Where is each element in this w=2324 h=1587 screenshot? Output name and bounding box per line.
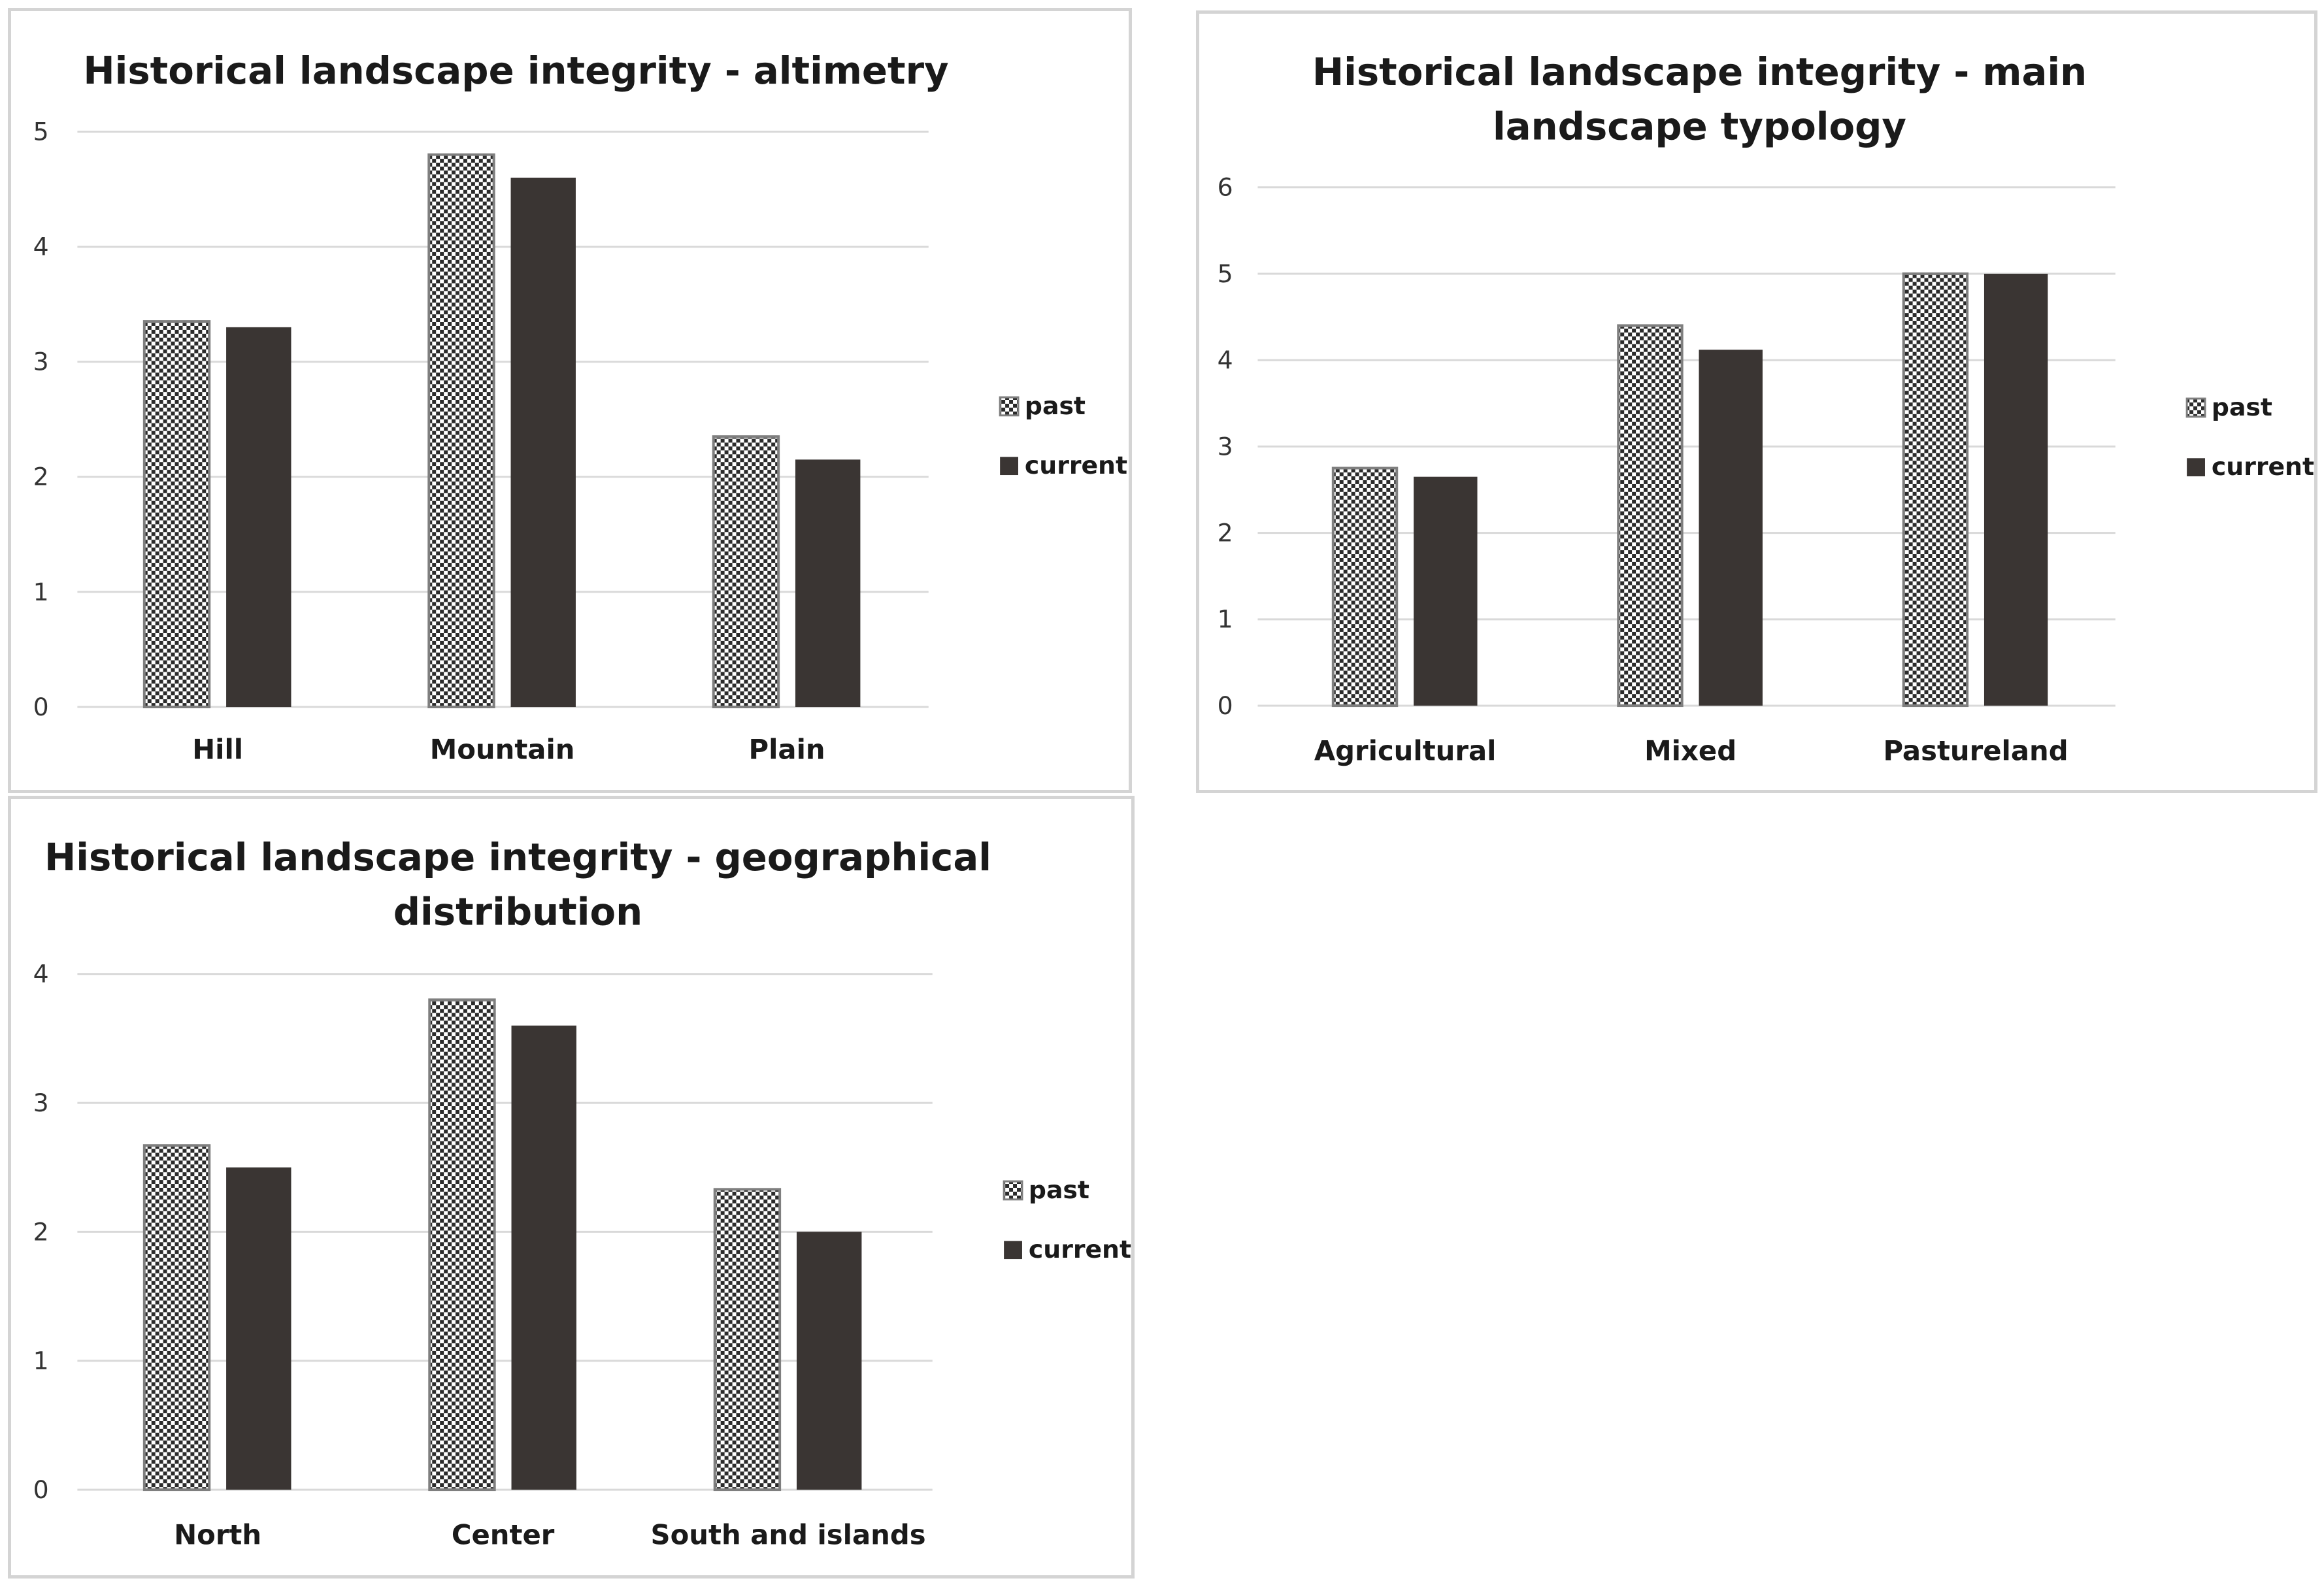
chart-landscape-typology: Historical landscape integrity - main lan…: [1218, 50, 2314, 766]
bar-past-south-and-islands: [713, 1188, 782, 1492]
x-tick-label: Center: [452, 1518, 555, 1550]
legend-swatch-current: [2187, 458, 2205, 477]
bar-past-hill: [142, 320, 211, 709]
bar-past-mountain: [427, 153, 495, 709]
bar-past-plain: [712, 435, 780, 709]
y-tick-label: 0: [33, 1475, 49, 1504]
x-tick-label: Mixed: [1644, 734, 1736, 766]
y-tick-label: 0: [33, 693, 49, 721]
legend-label-past: past: [2212, 393, 2272, 421]
legend-label-current: current: [1025, 451, 1127, 480]
bar-past-center: [428, 998, 496, 1492]
bar-past-north: [142, 1144, 211, 1492]
x-tick-label: South and islands: [651, 1518, 926, 1550]
y-tick-label: 2: [33, 1217, 49, 1246]
y-tick-label: 1: [33, 578, 49, 606]
y-tick-label: 2: [1218, 519, 1233, 548]
chart-title-line: distribution: [393, 890, 642, 934]
legend-label-past: past: [1029, 1175, 1089, 1204]
y-tick-label: 2: [33, 463, 49, 491]
bar-current-mountain: [510, 177, 576, 708]
bar-current-center: [511, 1025, 576, 1490]
x-tick-label: Agricultural: [1314, 734, 1497, 766]
legend-label-current: current: [1029, 1235, 1131, 1264]
bar-current-agricultural: [1414, 476, 1478, 706]
bar-past-pastureland: [1902, 272, 1969, 708]
bar-current-south-and-islands: [796, 1232, 862, 1490]
y-tick-label: 1: [1218, 605, 1233, 634]
y-tick-label: 5: [33, 117, 49, 146]
bar-current-north: [226, 1167, 291, 1490]
y-tick-label: 3: [1218, 432, 1233, 461]
x-tick-label: Hill: [192, 733, 243, 765]
y-tick-label: 4: [33, 960, 49, 989]
y-tick-label: 3: [33, 348, 49, 376]
legend-swatch-past: [1003, 1180, 1023, 1201]
x-tick-label: Mountain: [430, 733, 575, 765]
chart-panel-landscape-typology: Historical landscape integrity - main lan…: [1196, 10, 2317, 793]
chart-panel-geographical-distribution: Historical landscape integrity - geograp…: [8, 796, 1135, 1579]
chart-title-line: Historical landscape integrity - geograp…: [44, 836, 991, 879]
legend-swatch-current: [1000, 457, 1018, 476]
legend-label-current: current: [2212, 452, 2314, 481]
legend-swatch-current: [1004, 1241, 1022, 1260]
chart-geographical-distribution: Historical landscape integrity - geograp…: [33, 836, 1131, 1550]
bar-past-mixed: [1617, 324, 1684, 708]
bar-current-mixed: [1699, 350, 1763, 706]
legend-swatch-past: [2185, 397, 2206, 418]
legend-label-past: past: [1025, 391, 1086, 420]
y-tick-label: 6: [1218, 173, 1233, 202]
y-tick-label: 3: [33, 1088, 49, 1117]
bar-past-agricultural: [1331, 466, 1399, 708]
y-tick-label: 5: [1218, 259, 1233, 288]
y-tick-label: 4: [33, 233, 49, 261]
bar-current-hill: [226, 327, 291, 708]
bar-current-plain: [795, 459, 861, 708]
x-tick-label: Plain: [749, 733, 825, 765]
chart-panel-altimetry: Historical landscape integrity - altimet…: [8, 8, 1132, 793]
chart-title-line: Historical landscape integrity - main: [1312, 50, 2087, 94]
chart-title-line: Historical landscape integrity - altimet…: [83, 49, 948, 93]
chart-title-line: landscape typology: [1493, 105, 1906, 148]
bar-current-pastureland: [1984, 273, 2048, 706]
legend-swatch-past: [999, 396, 1020, 417]
y-tick-label: 4: [1218, 346, 1233, 374]
x-tick-label: Pastureland: [1883, 734, 2068, 766]
chart-altimetry: Historical landscape integrity - altimet…: [33, 49, 1127, 765]
x-tick-label: North: [174, 1518, 261, 1550]
y-tick-label: 1: [33, 1347, 49, 1375]
y-tick-label: 0: [1218, 691, 1233, 720]
